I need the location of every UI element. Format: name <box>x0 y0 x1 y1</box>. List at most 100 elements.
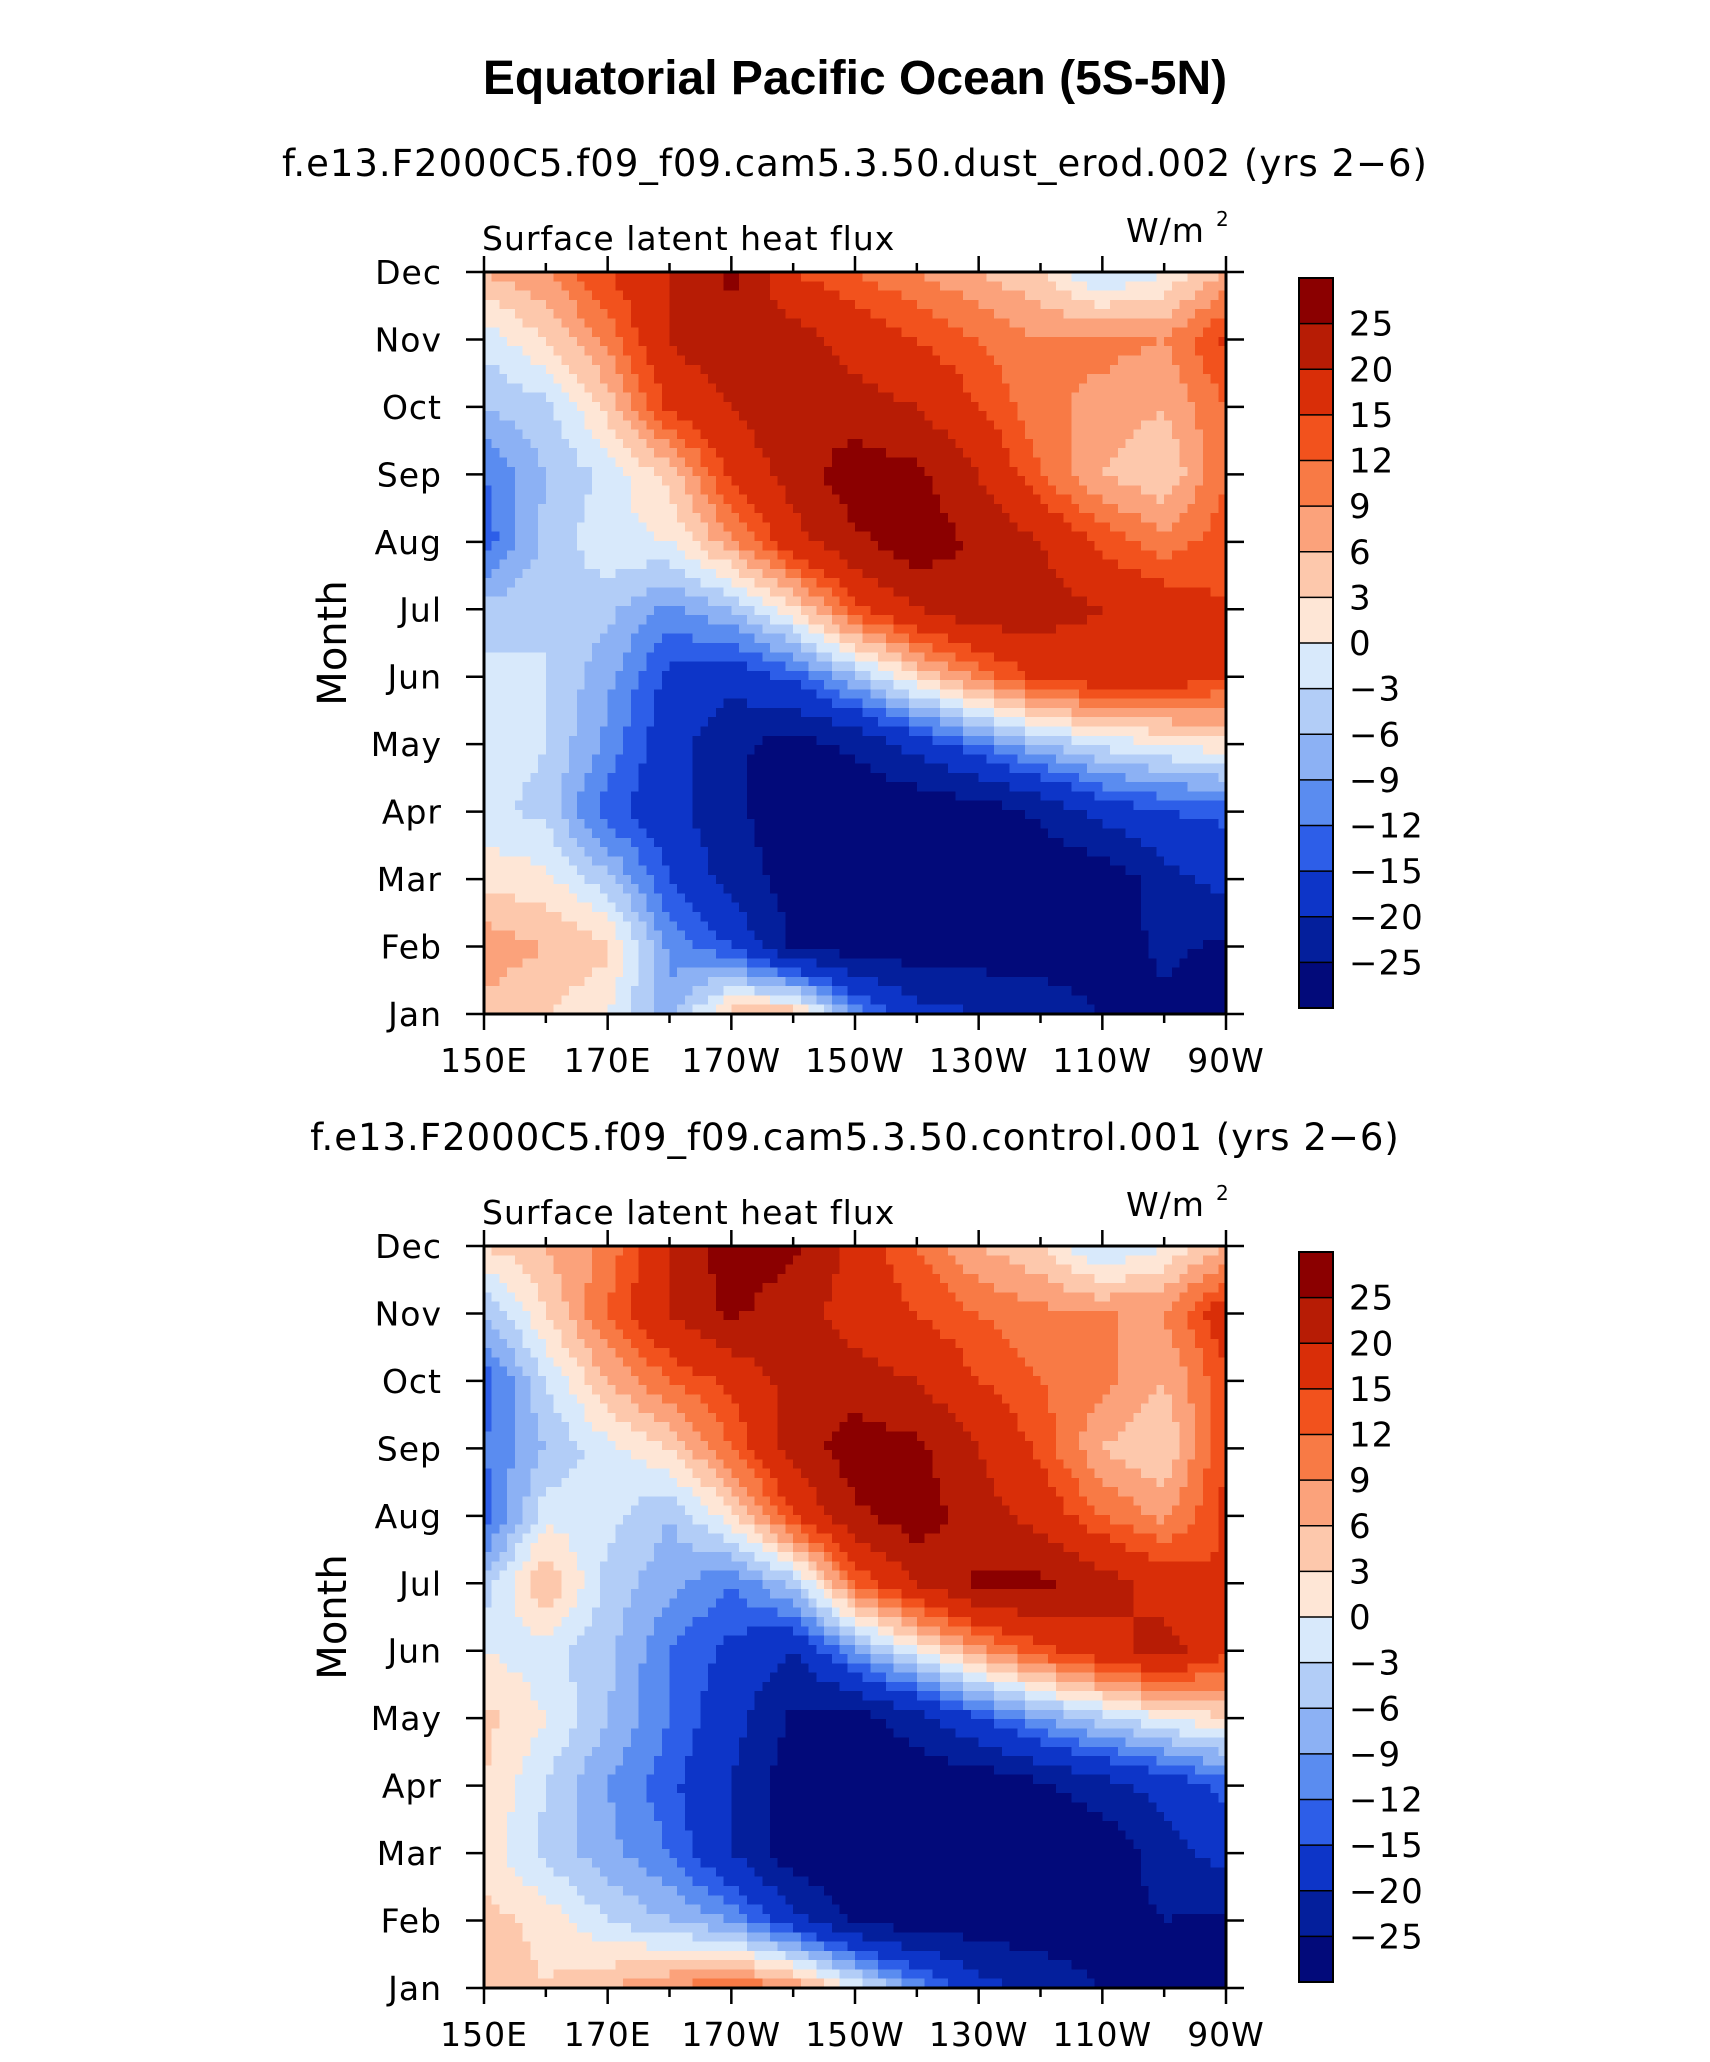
heatmap-cell <box>909 374 918 384</box>
heatmap-cell <box>630 596 640 607</box>
heatmap-cell <box>847 531 856 542</box>
heatmap-cell <box>793 800 802 811</box>
heatmap-cell <box>901 327 910 338</box>
heatmap-cell <box>893 392 902 403</box>
heatmap-cell <box>545 911 555 922</box>
heatmap-cell <box>630 809 640 820</box>
heatmap-cell <box>638 865 647 876</box>
heatmap-cell <box>708 466 717 477</box>
heatmap-cell <box>484 661 493 672</box>
heatmap-cell <box>862 476 872 486</box>
heatmap-cell <box>947 457 957 468</box>
heatmap-cell <box>677 290 686 301</box>
heatmap-cell <box>924 902 933 913</box>
heatmap-cell <box>507 587 516 598</box>
heatmap-cell <box>507 772 516 783</box>
heatmap-cell <box>623 819 632 830</box>
heatmap-cell <box>491 513 501 524</box>
heatmap-cell <box>684 763 694 774</box>
heatmap-cell <box>855 596 864 607</box>
heatmap-cell <box>754 680 763 690</box>
heatmap-cell <box>538 837 547 848</box>
heatmap-cell <box>615 680 624 690</box>
heatmap-cell <box>785 652 794 663</box>
heatmap-cell <box>576 309 586 319</box>
heatmap-cell <box>715 689 725 700</box>
heatmap-cell <box>700 745 709 755</box>
heatmap-cell <box>514 763 524 774</box>
heatmap-cell <box>870 949 879 959</box>
heatmap-cell <box>646 327 655 338</box>
heatmap-cell <box>545 698 555 709</box>
heatmap-cell <box>638 911 647 922</box>
heatmap-cell <box>584 643 593 653</box>
heatmap-cell <box>769 930 779 941</box>
heatmap-cell <box>777 698 787 709</box>
heatmap-cell <box>491 717 501 728</box>
heatmap-cell <box>592 652 601 663</box>
heatmap-cell <box>955 494 964 505</box>
heatmap-cell <box>661 568 671 579</box>
heatmap-cell <box>607 374 616 384</box>
heatmap-cell <box>677 633 686 644</box>
heatmap-cell <box>700 392 709 403</box>
heatmap-cell <box>654 698 663 709</box>
heatmap-cell <box>576 336 586 347</box>
heatmap-cell <box>885 707 895 718</box>
heatmap-cell <box>638 921 647 932</box>
heatmap-cell <box>514 921 524 932</box>
heatmap-cell <box>901 540 910 551</box>
heatmap-cell <box>955 448 964 459</box>
heatmap-cell <box>901 494 910 505</box>
heatmap-cell <box>955 874 964 885</box>
heatmap-cell <box>607 745 616 755</box>
heatmap-cell <box>638 355 647 366</box>
heatmap-cell <box>924 531 933 542</box>
heatmap-cell <box>538 772 547 783</box>
heatmap-cell <box>746 911 756 922</box>
heatmap-cell <box>769 782 779 793</box>
heatmap-cell <box>739 374 748 384</box>
heatmap-cell <box>816 438 825 449</box>
heatmap-cell <box>769 355 779 366</box>
heatmap-cell <box>824 967 833 978</box>
heatmap-cell <box>916 986 926 997</box>
heatmap-cell <box>514 967 524 978</box>
heatmap-cell <box>800 318 810 329</box>
heatmap-cell <box>862 346 872 357</box>
heatmap-cell <box>677 735 686 746</box>
heatmap-cell <box>584 503 593 514</box>
heatmap-cell <box>932 281 941 292</box>
heatmap-cell <box>538 717 547 728</box>
heatmap-cell <box>816 392 825 403</box>
heatmap-cell <box>708 457 717 468</box>
heatmap-cell <box>677 874 686 885</box>
heatmap-cell <box>824 847 833 857</box>
heatmap-cell <box>715 847 725 857</box>
heatmap-cell <box>855 874 864 885</box>
heatmap-cell <box>885 763 895 774</box>
heatmap-cell <box>615 800 624 811</box>
heatmap-cell <box>607 726 616 737</box>
heatmap-cell <box>561 921 570 932</box>
heatmap-cell <box>940 689 949 700</box>
heatmap-cell <box>592 847 601 857</box>
heatmap-cell <box>855 364 864 375</box>
heatmap-cell <box>569 578 578 588</box>
heatmap-cell <box>731 596 740 607</box>
heatmap-cell <box>824 476 833 486</box>
heatmap-cell <box>661 411 671 422</box>
heatmap-cell <box>615 448 624 459</box>
heatmap-cell <box>623 782 632 793</box>
heatmap-cell <box>893 819 902 830</box>
heatmap-cell <box>754 782 763 793</box>
heatmap-cell <box>831 596 841 607</box>
heatmap-cell <box>769 1004 779 1015</box>
heatmap-cell <box>661 893 671 904</box>
heatmap-cell <box>855 717 864 728</box>
heatmap-cell <box>684 847 694 857</box>
heatmap-cell <box>955 503 964 514</box>
heatmap-cell <box>746 745 756 755</box>
heatmap-cell <box>785 587 794 598</box>
heatmap-cell <box>592 299 601 310</box>
